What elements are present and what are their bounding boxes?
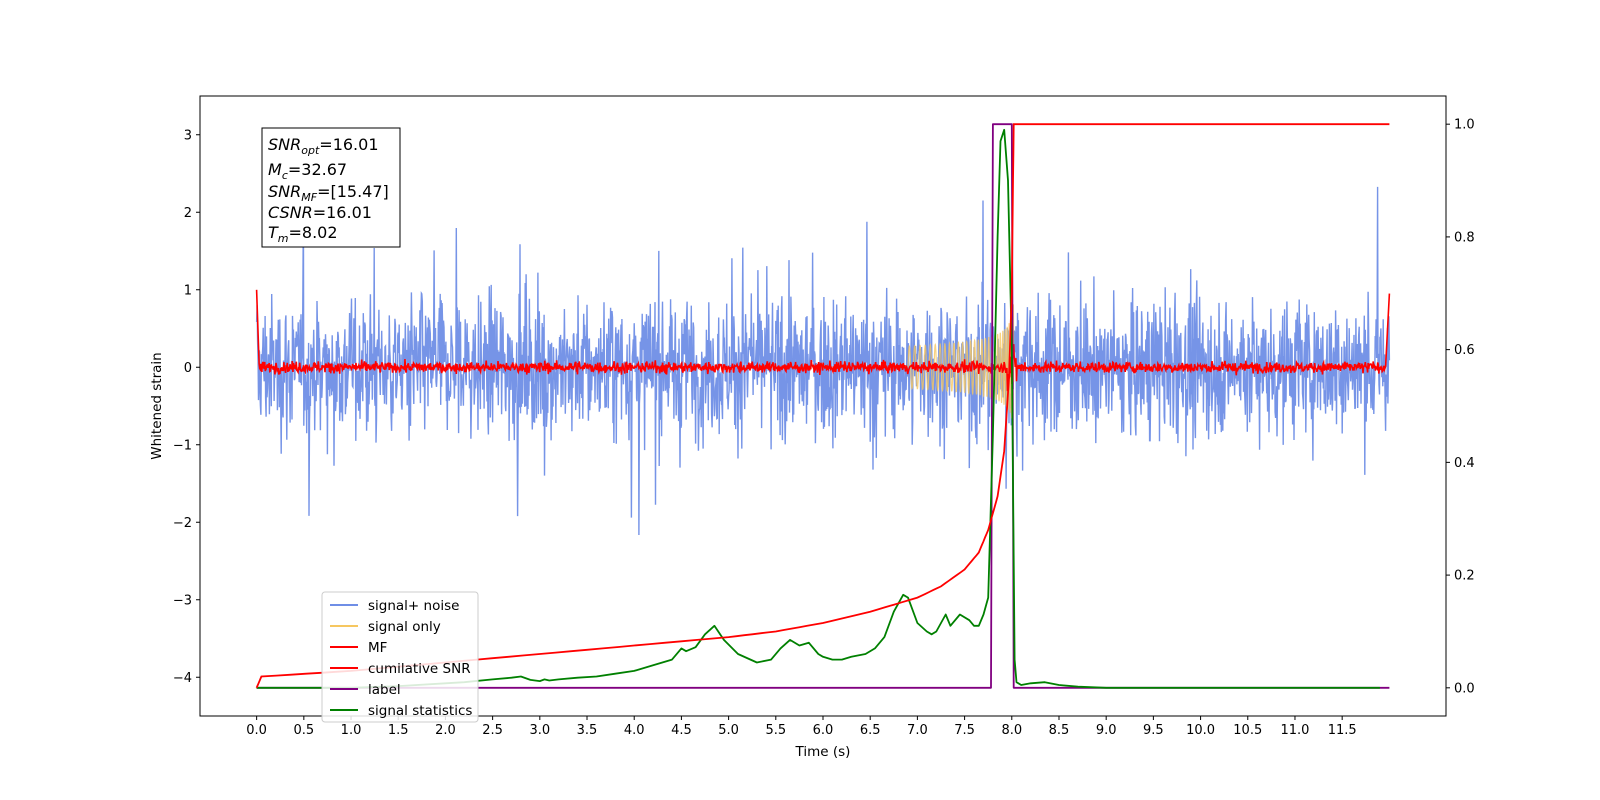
x-tick-label: 2.0 bbox=[435, 723, 456, 738]
legend-label: signal statistics bbox=[368, 703, 472, 719]
x-tick-label: 0.5 bbox=[293, 723, 314, 738]
x-tick-label: 0.0 bbox=[246, 723, 267, 738]
info-box: SNRopt=16.01 Mc=32.67 SNRMF=[15.47] CSNR… bbox=[261, 127, 401, 248]
info-snr-opt: SNRopt=16.01 bbox=[268, 135, 379, 157]
y-tick-label: 0 bbox=[184, 361, 192, 376]
y-tick-label: −4 bbox=[173, 671, 192, 686]
series-signal-noise bbox=[255, 186, 1391, 536]
x-tick-label: 6.5 bbox=[860, 723, 881, 738]
signal-noise-layer bbox=[255, 186, 1391, 536]
series-label bbox=[256, 123, 1390, 689]
info-csnr: CSNR=16.01 bbox=[268, 203, 372, 222]
plot-area bbox=[255, 123, 1391, 689]
y2-tick-label: 0.6 bbox=[1454, 343, 1475, 358]
x-axis: 0.0 0.5 1.0 1.5 2.0 2.5 3.0 3.5 4.0 4.5 5.0 5.5 6.0 6… bbox=[246, 716, 1357, 738]
x-tick-label: 1.5 bbox=[388, 723, 409, 738]
mf-layer bbox=[255, 289, 1391, 392]
x-tick-label: 7.5 bbox=[954, 723, 975, 738]
x-tick-label: 10.0 bbox=[1186, 723, 1215, 738]
legend-frame bbox=[321, 591, 479, 723]
x-tick-label: 6.0 bbox=[813, 723, 834, 738]
info-mc: Mc=32.67 bbox=[268, 160, 347, 182]
info-tm: Tm=8.02 bbox=[268, 223, 338, 245]
y-axis-label: Whitened strain bbox=[149, 352, 165, 459]
legend: signal+ noise signal only MF cumilative SNR… bbox=[321, 591, 479, 723]
x-axis-label: Time (s) bbox=[795, 744, 851, 760]
x-tick-label: 11.0 bbox=[1280, 723, 1309, 738]
legend-label: signal only bbox=[368, 619, 441, 635]
legend-label: MF bbox=[368, 640, 387, 656]
info-box-frame bbox=[261, 127, 401, 248]
y-tick-label: −1 bbox=[173, 438, 192, 453]
x-tick-label: 11.5 bbox=[1328, 723, 1357, 738]
x-tick-label: 7.0 bbox=[907, 723, 928, 738]
x-tick-label: 3.0 bbox=[529, 723, 550, 738]
x-tick-label: 2.5 bbox=[482, 723, 503, 738]
series-signal-only bbox=[907, 304, 1015, 424]
y-tick-label: 3 bbox=[184, 128, 192, 143]
y-axis-left: −4 −3 −2 −1 0 1 2 3 bbox=[173, 128, 200, 686]
x-tick-label: 9.0 bbox=[1096, 723, 1117, 738]
x-tick-label: 8.5 bbox=[1049, 723, 1070, 738]
x-tick-label: 9.5 bbox=[1143, 723, 1164, 738]
y2-tick-label: 0.0 bbox=[1454, 681, 1475, 696]
x-tick-label: 8.0 bbox=[1001, 723, 1022, 738]
y2-tick-label: 1.0 bbox=[1454, 118, 1475, 133]
y2-tick-label: 0.2 bbox=[1454, 569, 1475, 584]
y2-tick-label: 0.8 bbox=[1454, 230, 1475, 245]
legend-label: signal+ noise bbox=[368, 598, 459, 614]
y-tick-label: 1 bbox=[184, 283, 192, 298]
x-tick-label: 1.0 bbox=[341, 723, 362, 738]
legend-label: cumilative SNR bbox=[368, 661, 471, 677]
series-mf bbox=[255, 289, 1391, 392]
y-axis-right: 0.0 0.2 0.4 0.6 0.8 1.0 bbox=[1446, 118, 1475, 696]
legend-label: label bbox=[368, 682, 401, 698]
signal-only-layer bbox=[907, 304, 1015, 424]
x-tick-label: 10.5 bbox=[1233, 723, 1262, 738]
x-tick-label: 4.5 bbox=[671, 723, 692, 738]
y-tick-label: −2 bbox=[173, 516, 192, 531]
y-tick-label: 2 bbox=[184, 206, 192, 221]
x-tick-label: 5.0 bbox=[718, 723, 739, 738]
y2-tick-label: 0.4 bbox=[1454, 456, 1475, 471]
x-tick-label: 5.5 bbox=[765, 723, 786, 738]
x-tick-label: 3.5 bbox=[577, 723, 598, 738]
info-snr-mf: SNRMF=[15.47] bbox=[268, 182, 389, 204]
x-tick-label: 4.0 bbox=[624, 723, 645, 738]
series-signal-statistics bbox=[256, 128, 1380, 689]
y-tick-label: −3 bbox=[173, 593, 192, 608]
